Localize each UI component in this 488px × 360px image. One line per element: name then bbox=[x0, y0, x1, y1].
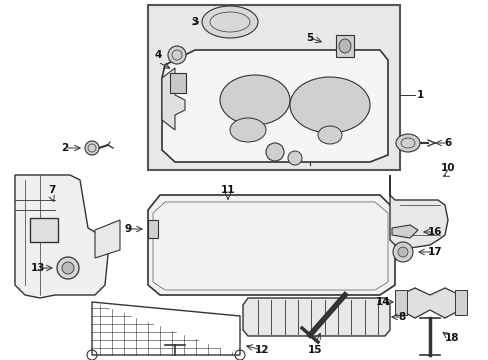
Ellipse shape bbox=[392, 242, 412, 262]
Ellipse shape bbox=[202, 6, 258, 38]
Text: 18: 18 bbox=[444, 333, 458, 343]
Bar bbox=[335, 35, 353, 57]
Ellipse shape bbox=[85, 141, 99, 155]
Ellipse shape bbox=[57, 257, 79, 279]
Text: 1: 1 bbox=[415, 90, 423, 100]
Text: 8: 8 bbox=[398, 312, 405, 322]
Polygon shape bbox=[391, 225, 417, 238]
Ellipse shape bbox=[395, 134, 419, 152]
Text: 5: 5 bbox=[306, 33, 313, 43]
Text: 2: 2 bbox=[61, 143, 68, 153]
Text: 10: 10 bbox=[440, 163, 454, 173]
Bar bbox=[148, 5, 399, 170]
Bar bbox=[454, 290, 466, 315]
Ellipse shape bbox=[338, 39, 350, 53]
Ellipse shape bbox=[317, 126, 341, 144]
Ellipse shape bbox=[62, 262, 74, 274]
Text: 4: 4 bbox=[154, 50, 162, 60]
Text: 16: 16 bbox=[427, 227, 441, 237]
Polygon shape bbox=[162, 68, 184, 130]
Ellipse shape bbox=[220, 75, 289, 125]
Text: 14: 14 bbox=[375, 297, 389, 307]
Polygon shape bbox=[399, 288, 459, 318]
Text: 6: 6 bbox=[444, 138, 451, 148]
Ellipse shape bbox=[397, 247, 407, 257]
Ellipse shape bbox=[229, 118, 265, 142]
Text: 12: 12 bbox=[254, 345, 269, 355]
Text: 13: 13 bbox=[31, 263, 45, 273]
Text: 7: 7 bbox=[48, 185, 56, 195]
Polygon shape bbox=[148, 195, 394, 295]
Text: 9: 9 bbox=[124, 224, 131, 234]
Bar bbox=[148, 220, 158, 238]
Polygon shape bbox=[95, 220, 120, 258]
Polygon shape bbox=[162, 50, 387, 162]
Bar bbox=[30, 218, 58, 242]
Polygon shape bbox=[15, 175, 108, 298]
Ellipse shape bbox=[289, 77, 369, 133]
Text: 3: 3 bbox=[191, 17, 198, 27]
Bar bbox=[170, 73, 185, 93]
Bar bbox=[394, 290, 406, 315]
Ellipse shape bbox=[265, 143, 284, 161]
Text: 15: 15 bbox=[307, 345, 322, 355]
Polygon shape bbox=[389, 175, 447, 248]
Text: 11: 11 bbox=[220, 185, 235, 195]
Ellipse shape bbox=[287, 151, 302, 165]
Polygon shape bbox=[243, 298, 389, 336]
Ellipse shape bbox=[168, 46, 185, 64]
Text: 17: 17 bbox=[427, 247, 442, 257]
